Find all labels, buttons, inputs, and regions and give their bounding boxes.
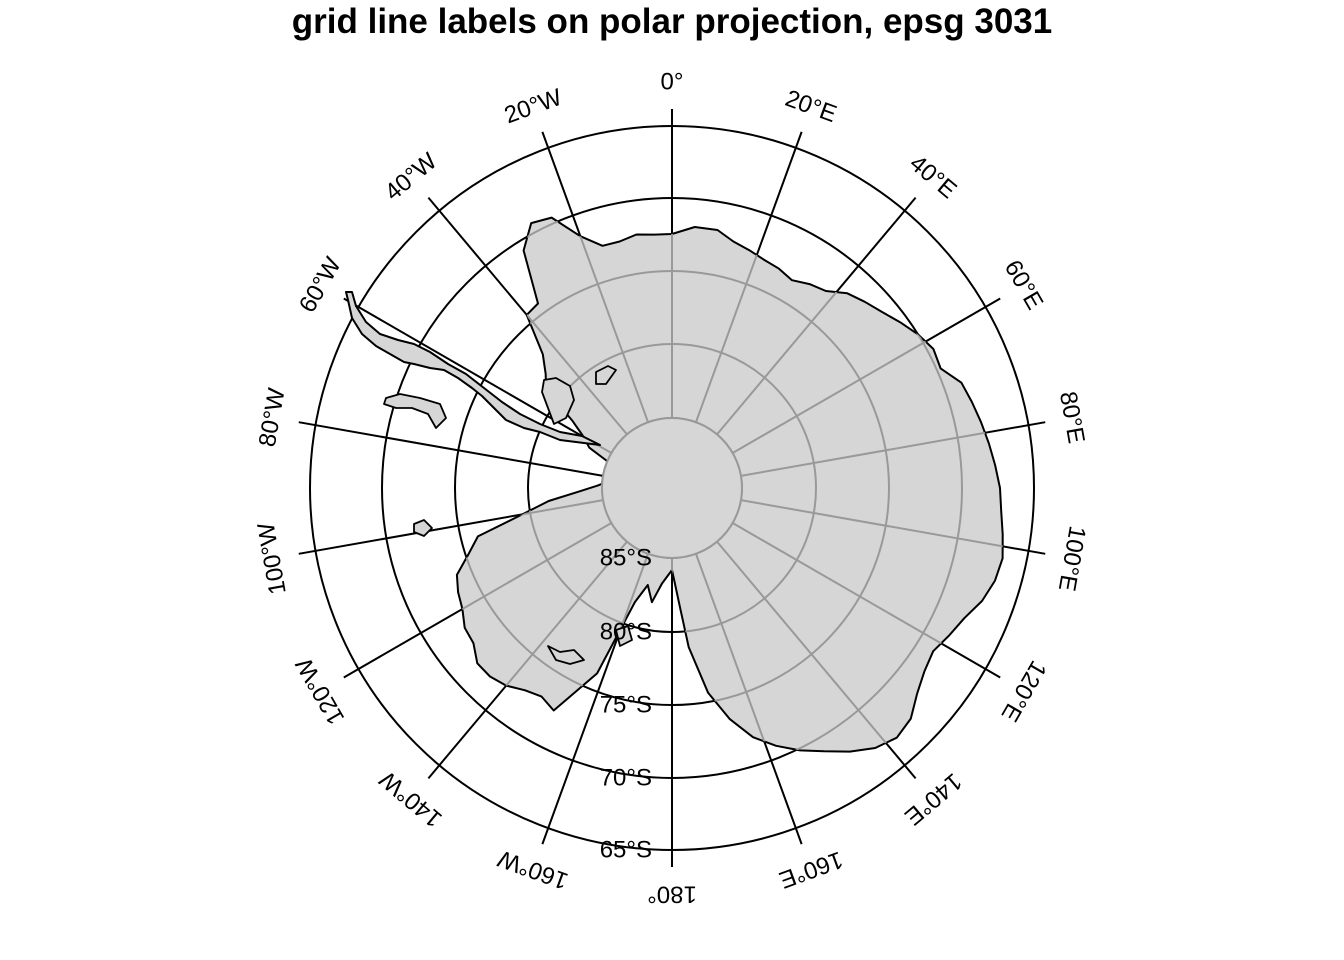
antarctic-peninsula (345, 291, 601, 446)
meridian-label: 80°W (254, 386, 291, 449)
coastal-island (413, 519, 433, 537)
meridian-label: 60°E (999, 256, 1049, 315)
coastal-islands (383, 365, 633, 665)
meridian-label: 80°E (1054, 389, 1090, 445)
latitude-circle (456, 217, 963, 752)
meridian-line (695, 217, 803, 423)
meridian-line (740, 499, 1003, 555)
meridian-label: 20°W (501, 84, 566, 130)
meridian-line (343, 297, 612, 454)
meridian-line (541, 217, 649, 423)
meridian-line (716, 540, 917, 752)
meridian-line (456, 522, 612, 679)
meridian-label: 140°W (374, 765, 447, 832)
coastal-island (615, 625, 633, 647)
meridian-label: 160°W (494, 844, 571, 894)
latitude-label: 75°S (600, 692, 652, 719)
meridian-label: 180° (647, 881, 697, 908)
coastal-island (595, 365, 617, 385)
meridian-line (298, 421, 604, 477)
meridian-label: 40°W (380, 147, 443, 206)
meridian-label: 100°W (253, 520, 292, 596)
meridian-line (695, 553, 803, 752)
map-title: grid line labels on polar projection, ep… (291, 2, 1053, 41)
meridian-label: 40°E (904, 150, 961, 204)
meridian-line (456, 499, 604, 555)
latitude-label: 85°S (600, 545, 652, 572)
meridian-label: 0° (661, 69, 684, 96)
meridian-label: 120°W (290, 653, 350, 729)
latitude-label: 70°S (600, 765, 652, 792)
latitude-label: 65°S (600, 837, 652, 864)
meridian-label: 100°E (1053, 524, 1091, 593)
meridian-label: 120°E (995, 656, 1051, 726)
meridian-label: 160°E (775, 846, 846, 894)
coastal-island (547, 645, 585, 665)
latitude-label: 80°S (600, 619, 652, 646)
meridian-label: 140°E (899, 768, 967, 831)
meridian-label: 20°E (782, 85, 840, 128)
latitude-circle-85 (601, 417, 743, 559)
meridian-label: 60°W (294, 252, 347, 317)
coastal-island (383, 393, 447, 429)
pole-cap (601, 417, 743, 559)
coastal-island (541, 377, 575, 425)
